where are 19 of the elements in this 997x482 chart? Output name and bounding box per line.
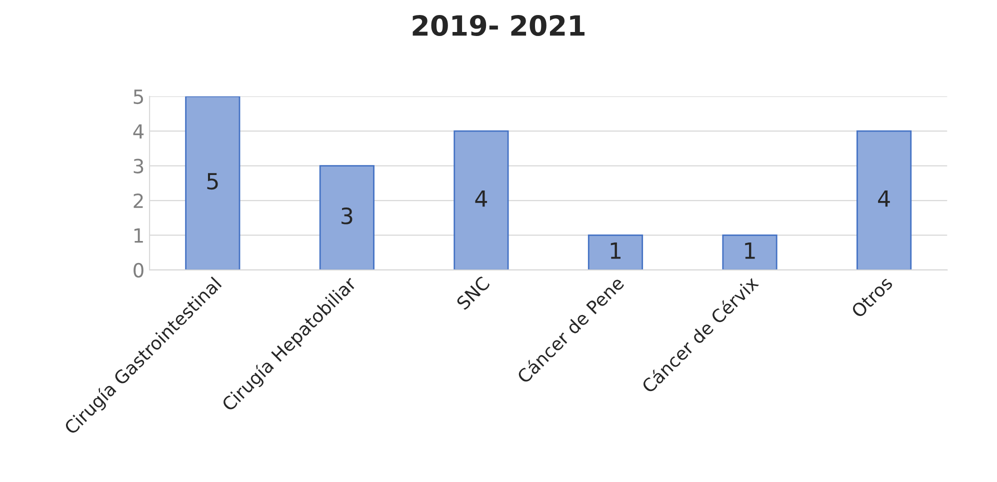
bar [454, 130, 509, 270]
data-label: 5 [207, 173, 218, 190]
data-label: 1 [745, 242, 755, 259]
y-tick-label: 2 [134, 193, 143, 208]
data-label: 3 [342, 208, 352, 224]
y-tick-label: 3 [134, 158, 144, 174]
bar [319, 165, 374, 270]
chart-title: 2019- 2021 [412, 14, 585, 36]
bar [722, 234, 778, 270]
y-tick-label: 1 [134, 228, 143, 243]
y-tick-label: 4 [133, 124, 144, 138]
data-label: 1 [610, 242, 621, 259]
y-tick-label: 5 [134, 90, 143, 104]
y-tick-label: 0 [134, 262, 144, 278]
bar [856, 130, 912, 270]
bar [588, 234, 644, 270]
data-label: 4 [878, 190, 890, 207]
data-label: 4 [475, 190, 488, 207]
bar [185, 96, 240, 270]
